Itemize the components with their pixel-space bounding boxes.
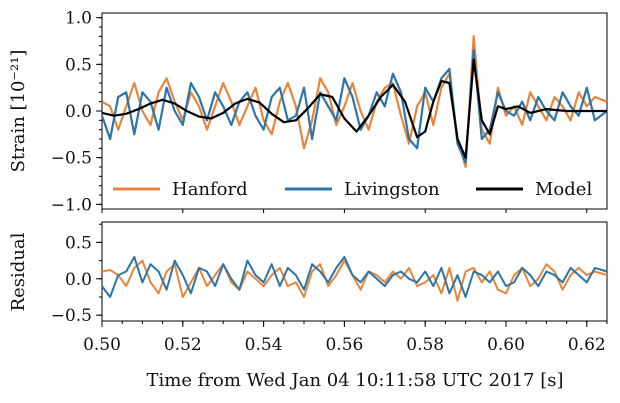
- residual-y-tick-label: 0.5: [65, 233, 92, 253]
- residual-panel-frame: [101, 221, 608, 322]
- x-tick-label: 0.56: [325, 335, 363, 355]
- residual-y-tick-label: −0.5: [51, 306, 92, 326]
- strain-plot-area: [100, 35, 608, 169]
- residual-y-axis-label: Residual: [8, 232, 29, 311]
- strain-y-tick-label: 0.5: [65, 55, 92, 75]
- x-tick-label: 0.52: [164, 335, 202, 355]
- strain-series-model: [101, 58, 607, 159]
- legend-hanford-label: Hanford: [172, 179, 248, 200]
- strain-y-axis: −1.0 −0.5 0.0 0.5 1.0: [51, 9, 588, 215]
- residual-plot-area: [101, 255, 608, 302]
- strain-y-tick-label: 0.0: [65, 102, 92, 122]
- strain-y-axis-label: Strain [10⁻²¹]: [8, 50, 29, 173]
- residual-y-axis: −0.5 0.0 0.5: [51, 223, 102, 326]
- strain-y-tick-label: 1.0: [65, 9, 92, 29]
- legend: Hanford Livingston Model: [113, 179, 592, 200]
- strain-y-tick-label: −0.5: [51, 149, 92, 169]
- x-tick-label: 0.54: [245, 335, 283, 355]
- x-axis: 0.50 0.52 0.54 0.56 0.58 0.60 0.62: [83, 321, 608, 355]
- strain-y-tick-label: −1.0: [51, 195, 92, 215]
- residual-series-livingston: [101, 255, 608, 298]
- x-tick-label: 0.62: [568, 335, 606, 355]
- residual-y-tick-label: 0.0: [65, 270, 92, 290]
- legend-livingston-label: Livingston: [344, 179, 440, 200]
- x-tick-label: 0.58: [406, 335, 444, 355]
- x-axis-label: Time from Wed Jan 04 10:11:58 UTC 2017 […: [147, 370, 564, 391]
- x-tick-label: 0.50: [83, 335, 121, 355]
- x-tick-label: 0.60: [487, 335, 525, 355]
- legend-model-label: Model: [535, 179, 592, 200]
